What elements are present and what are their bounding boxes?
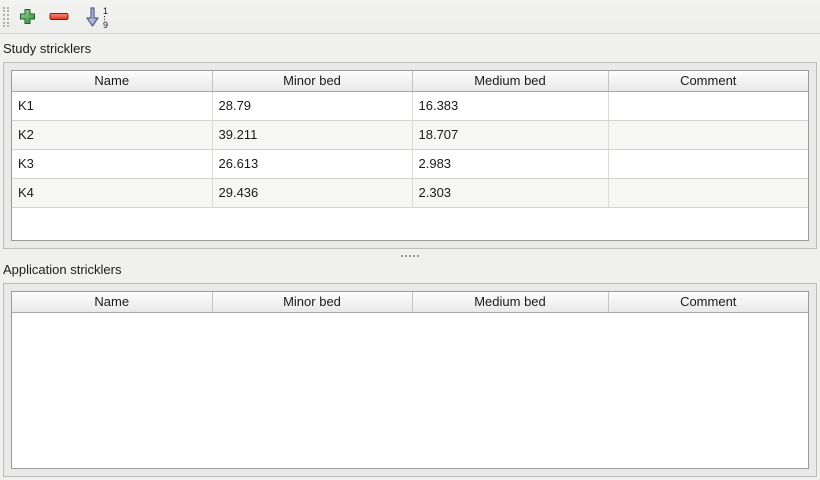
- sort-badge-bottom: 9: [103, 20, 108, 29]
- toolbar-drag-handle[interactable]: [3, 6, 9, 27]
- study-section-title: Study stricklers: [3, 41, 92, 56]
- cell-minor-bed[interactable]: 29.436: [212, 178, 413, 208]
- cell-minor-bed[interactable]: 26.613: [212, 149, 413, 179]
- column-header-name[interactable]: Name: [12, 292, 213, 313]
- table-row[interactable]: K1 28.79 16.383: [12, 91, 808, 121]
- table-row[interactable]: K3 26.613 2.983: [12, 149, 808, 179]
- add-button[interactable]: [13, 3, 41, 31]
- column-header-medium-bed[interactable]: Medium bed: [412, 292, 609, 313]
- cell-comment[interactable]: [608, 178, 808, 208]
- sort-ascending-icon: 1 9: [86, 5, 112, 29]
- cell-medium-bed[interactable]: 18.707: [412, 120, 609, 150]
- splitter-handle[interactable]: [0, 250, 820, 261]
- toolbar: 1 9: [0, 0, 820, 34]
- application-table: Name Minor bed Medium bed Comment: [11, 291, 809, 469]
- cell-minor-bed[interactable]: 28.79: [212, 91, 413, 121]
- column-header-name[interactable]: Name: [12, 71, 213, 92]
- study-table-header-row: Name Minor bed Medium bed Comment: [12, 71, 808, 92]
- application-section-title: Application stricklers: [3, 262, 122, 277]
- cell-minor-bed[interactable]: 39.211: [212, 120, 413, 150]
- cell-medium-bed[interactable]: 2.303: [412, 178, 609, 208]
- column-header-minor-bed[interactable]: Minor bed: [212, 292, 413, 313]
- study-table: Name Minor bed Medium bed Comment K1 28.7…: [11, 70, 809, 241]
- cell-comment[interactable]: [608, 149, 808, 179]
- remove-button[interactable]: [45, 3, 73, 31]
- application-table-header-row: Name Minor bed Medium bed Comment: [12, 292, 808, 313]
- column-header-minor-bed[interactable]: Minor bed: [212, 71, 413, 92]
- splitter-dots-icon: [401, 254, 419, 257]
- cell-name[interactable]: K4: [12, 178, 213, 208]
- sort-badge-top: 1: [103, 6, 108, 16]
- column-header-medium-bed[interactable]: Medium bed: [412, 71, 609, 92]
- cell-comment[interactable]: [608, 91, 808, 121]
- cell-name[interactable]: K2: [12, 120, 213, 150]
- application-frame: Name Minor bed Medium bed Comment: [3, 283, 817, 477]
- table-row[interactable]: K2 39.211 18.707: [12, 120, 808, 150]
- cell-name[interactable]: K3: [12, 149, 213, 179]
- study-frame: Name Minor bed Medium bed Comment K1 28.7…: [3, 62, 817, 249]
- plus-icon: [19, 8, 36, 25]
- cell-comment[interactable]: [608, 120, 808, 150]
- cell-medium-bed[interactable]: 16.383: [412, 91, 609, 121]
- sort-button[interactable]: 1 9: [83, 3, 115, 31]
- column-header-comment[interactable]: Comment: [608, 292, 808, 313]
- cell-name[interactable]: K1: [12, 91, 213, 121]
- minus-icon: [49, 8, 69, 25]
- cell-medium-bed[interactable]: 2.983: [412, 149, 609, 179]
- column-header-comment[interactable]: Comment: [608, 71, 808, 92]
- table-row[interactable]: K4 29.436 2.303: [12, 178, 808, 208]
